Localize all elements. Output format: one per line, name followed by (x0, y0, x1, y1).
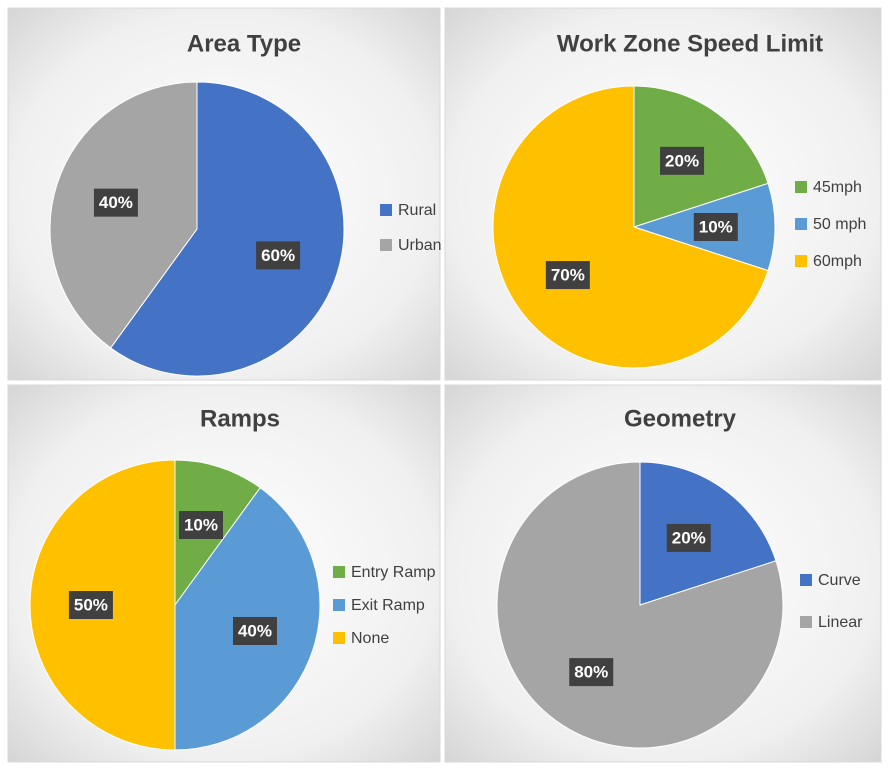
legend-label: 50 mph (813, 216, 866, 233)
data-label-box (232, 616, 277, 645)
legend-label: 60mph (813, 253, 862, 270)
data-label-box (666, 523, 711, 552)
legend-label: Curve (818, 572, 861, 589)
chart-title: Geometry (624, 405, 737, 432)
pie-slice (109, 81, 345, 377)
data-label-box (178, 511, 223, 540)
legend-swatch (800, 574, 812, 586)
legend-label: Exit Ramp (351, 597, 425, 614)
legend-label: Rural (398, 202, 436, 219)
legend-swatch (333, 599, 345, 611)
legend-label: Urban (398, 237, 442, 254)
legend-swatch (333, 566, 345, 578)
data-label-box (660, 146, 705, 175)
pie-slice (492, 85, 769, 369)
data-label-box (569, 658, 614, 687)
data-label: 10% (699, 217, 733, 236)
pie-slice (496, 461, 784, 749)
pie-chart: Geometry 20% 80% Curve Linear (444, 384, 882, 763)
legend-swatch (795, 255, 807, 267)
legend-label: None (351, 630, 389, 647)
legend-swatch (380, 204, 392, 216)
legend-swatch (795, 181, 807, 193)
legend-label: 45mph (813, 179, 862, 196)
legend-swatch (800, 616, 812, 628)
legend-swatch (795, 218, 807, 230)
legend-swatch (380, 239, 392, 251)
data-label-box (693, 213, 738, 241)
data-label: 20% (665, 151, 699, 170)
data-label: 60% (261, 246, 295, 265)
legend-label: Entry Ramp (351, 564, 436, 581)
chart-title: Area Type (187, 30, 301, 57)
data-label: 40% (238, 621, 272, 640)
chart-title: Ramps (200, 405, 280, 432)
data-label: 80% (574, 663, 608, 682)
pie-chart: Work Zone Speed Limit 20% 10% 70% 45mph 50 mp… (444, 7, 882, 381)
pie-chart: Ramps 10% 40% 50% Entry Ramp Exit Ramp None (7, 384, 441, 763)
data-label-box (545, 261, 590, 290)
legend-swatch (333, 632, 345, 644)
data-label: 10% (184, 516, 218, 535)
pie-chart: Area Type 60% 40% Rural Urban (7, 7, 442, 381)
chart-title: Work Zone Speed Limit (557, 30, 823, 57)
data-label: 40% (99, 193, 133, 212)
data-label-box (93, 188, 138, 217)
data-label: 20% (672, 528, 706, 547)
data-label-box (68, 591, 113, 619)
data-label-box (256, 241, 301, 270)
legend-label: Linear (818, 614, 863, 631)
data-label: 50% (74, 595, 108, 614)
data-label: 70% (551, 266, 585, 285)
